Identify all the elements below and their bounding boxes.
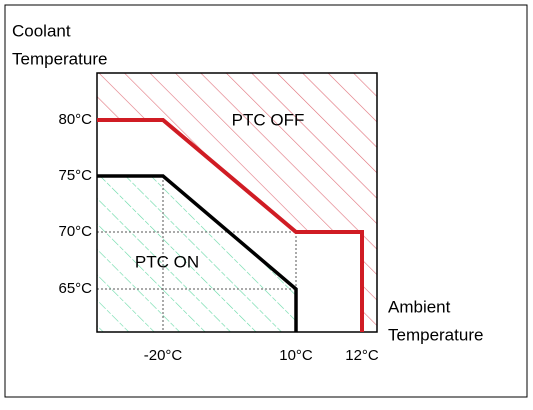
y-label: 65°C [58, 280, 92, 297]
off-hatch [97, 73, 377, 332]
x-axis-title: Temperature [388, 325, 483, 344]
y-label: 70°C [58, 223, 92, 240]
y-label: 80°C [58, 111, 92, 128]
y-axis-title: Temperature [12, 49, 107, 68]
y-label: 75°C [58, 167, 92, 184]
on-hatch [97, 176, 296, 332]
guides [97, 176, 297, 332]
region-label: PTC OFF [232, 110, 305, 129]
y-axis-title: Coolant [12, 21, 71, 40]
off-boundary [97, 118, 364, 332]
x-label: -20°C [144, 347, 183, 364]
on-boundary [97, 174, 298, 332]
x-label: 12°C [345, 347, 379, 364]
region-label: PTC ON [135, 252, 199, 271]
x-axis-title: Ambient [388, 297, 451, 316]
x-label: 10°C [279, 347, 313, 364]
frame [4, 4, 528, 398]
plot-box [96, 72, 378, 333]
